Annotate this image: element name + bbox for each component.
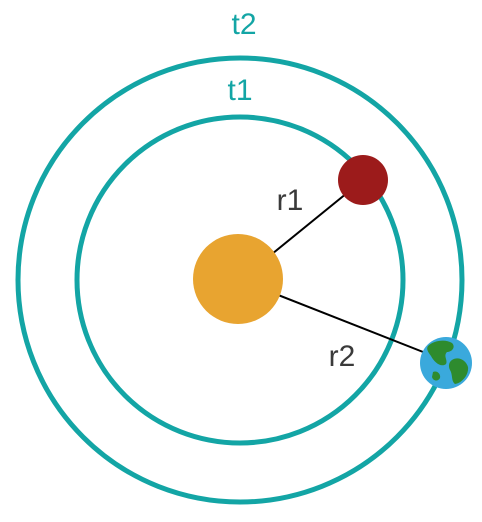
outer-radius-label: r2	[329, 340, 356, 373]
outer-orbit	[15, 55, 465, 505]
inner-orbit-label: t1	[227, 74, 252, 107]
earth-icon	[420, 337, 472, 389]
sun-icon	[193, 234, 283, 324]
inner-radius-label: r1	[277, 184, 304, 217]
inner-orbit	[74, 114, 406, 446]
planet-icon	[338, 155, 388, 205]
outer-orbit-label: t2	[231, 8, 256, 41]
